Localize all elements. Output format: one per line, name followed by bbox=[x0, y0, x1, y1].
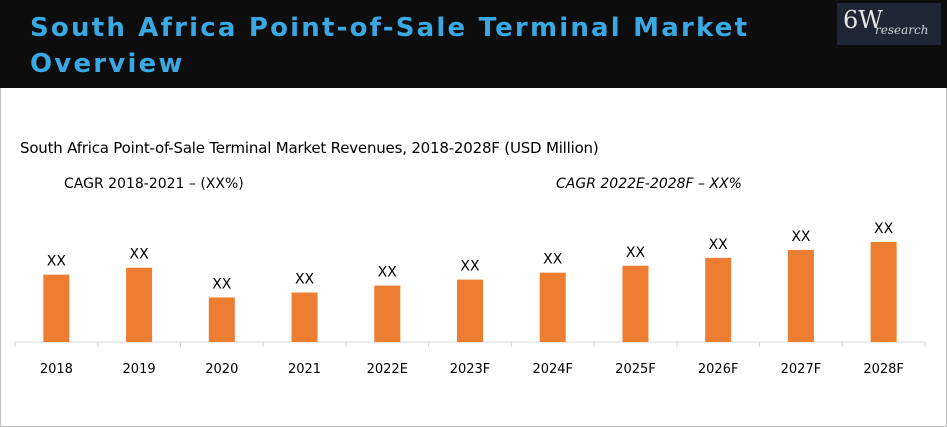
bar-2023F bbox=[457, 279, 483, 342]
logo-subtext: research bbox=[875, 23, 929, 37]
data-label-2026F: XX bbox=[709, 237, 729, 253]
cagr-forecast-annotation: CAGR 2022E-2028F – XX% bbox=[556, 176, 742, 192]
header-banner: South Africa Point-of-Sale Terminal Mark… bbox=[0, 0, 947, 88]
x-tick-label-2027F: 2027F bbox=[781, 362, 822, 377]
bar-2024F bbox=[539, 272, 566, 342]
bar-2022E bbox=[374, 285, 401, 342]
data-label-2022E: XX bbox=[378, 265, 398, 281]
bar-2020 bbox=[208, 297, 235, 342]
x-tick-label-2028F: 2028F bbox=[863, 362, 904, 377]
x-tick-label-2024F: 2024F bbox=[532, 362, 573, 377]
data-label-2021: XX bbox=[295, 271, 315, 287]
bar-2027F bbox=[787, 249, 814, 342]
company-logo: 6W research bbox=[837, 3, 941, 45]
bar-2019 bbox=[126, 267, 153, 342]
bar-2018 bbox=[43, 274, 70, 342]
cagr-historical-annotation: CAGR 2018-2021 – (XX%) bbox=[64, 176, 244, 192]
x-tick-label-2020: 2020 bbox=[205, 362, 238, 377]
bar-2025F bbox=[622, 265, 649, 342]
x-tick-label-2022E: 2022E bbox=[367, 362, 408, 377]
data-label-2024F: XX bbox=[543, 252, 563, 268]
data-label-2020: XX bbox=[212, 276, 232, 292]
x-tick-label-2025F: 2025F bbox=[615, 362, 656, 377]
data-label-2023F: XX bbox=[460, 259, 480, 275]
x-tick-label-2023F: 2023F bbox=[450, 362, 491, 377]
data-label-2028F: XX bbox=[874, 221, 894, 237]
logo-mark: 6W bbox=[843, 6, 883, 34]
bar-2026F bbox=[705, 257, 732, 342]
page-title: South Africa Point-of-Sale Terminal Mark… bbox=[30, 13, 750, 79]
chart-title: South Africa Point-of-Sale Terminal Mark… bbox=[20, 139, 599, 157]
x-tick-label-2019: 2019 bbox=[123, 362, 156, 377]
x-tick-label-2018: 2018 bbox=[40, 362, 73, 377]
x-tick-label-2026F: 2026F bbox=[698, 362, 739, 377]
data-label-2027F: XX bbox=[791, 229, 811, 245]
bar-2028F bbox=[870, 242, 897, 342]
data-label-2018: XX bbox=[47, 254, 67, 270]
data-label-2025F: XX bbox=[626, 245, 646, 261]
x-tick-label-2021: 2021 bbox=[288, 362, 321, 377]
bar-2021 bbox=[291, 292, 318, 342]
data-label-2019: XX bbox=[129, 247, 149, 263]
